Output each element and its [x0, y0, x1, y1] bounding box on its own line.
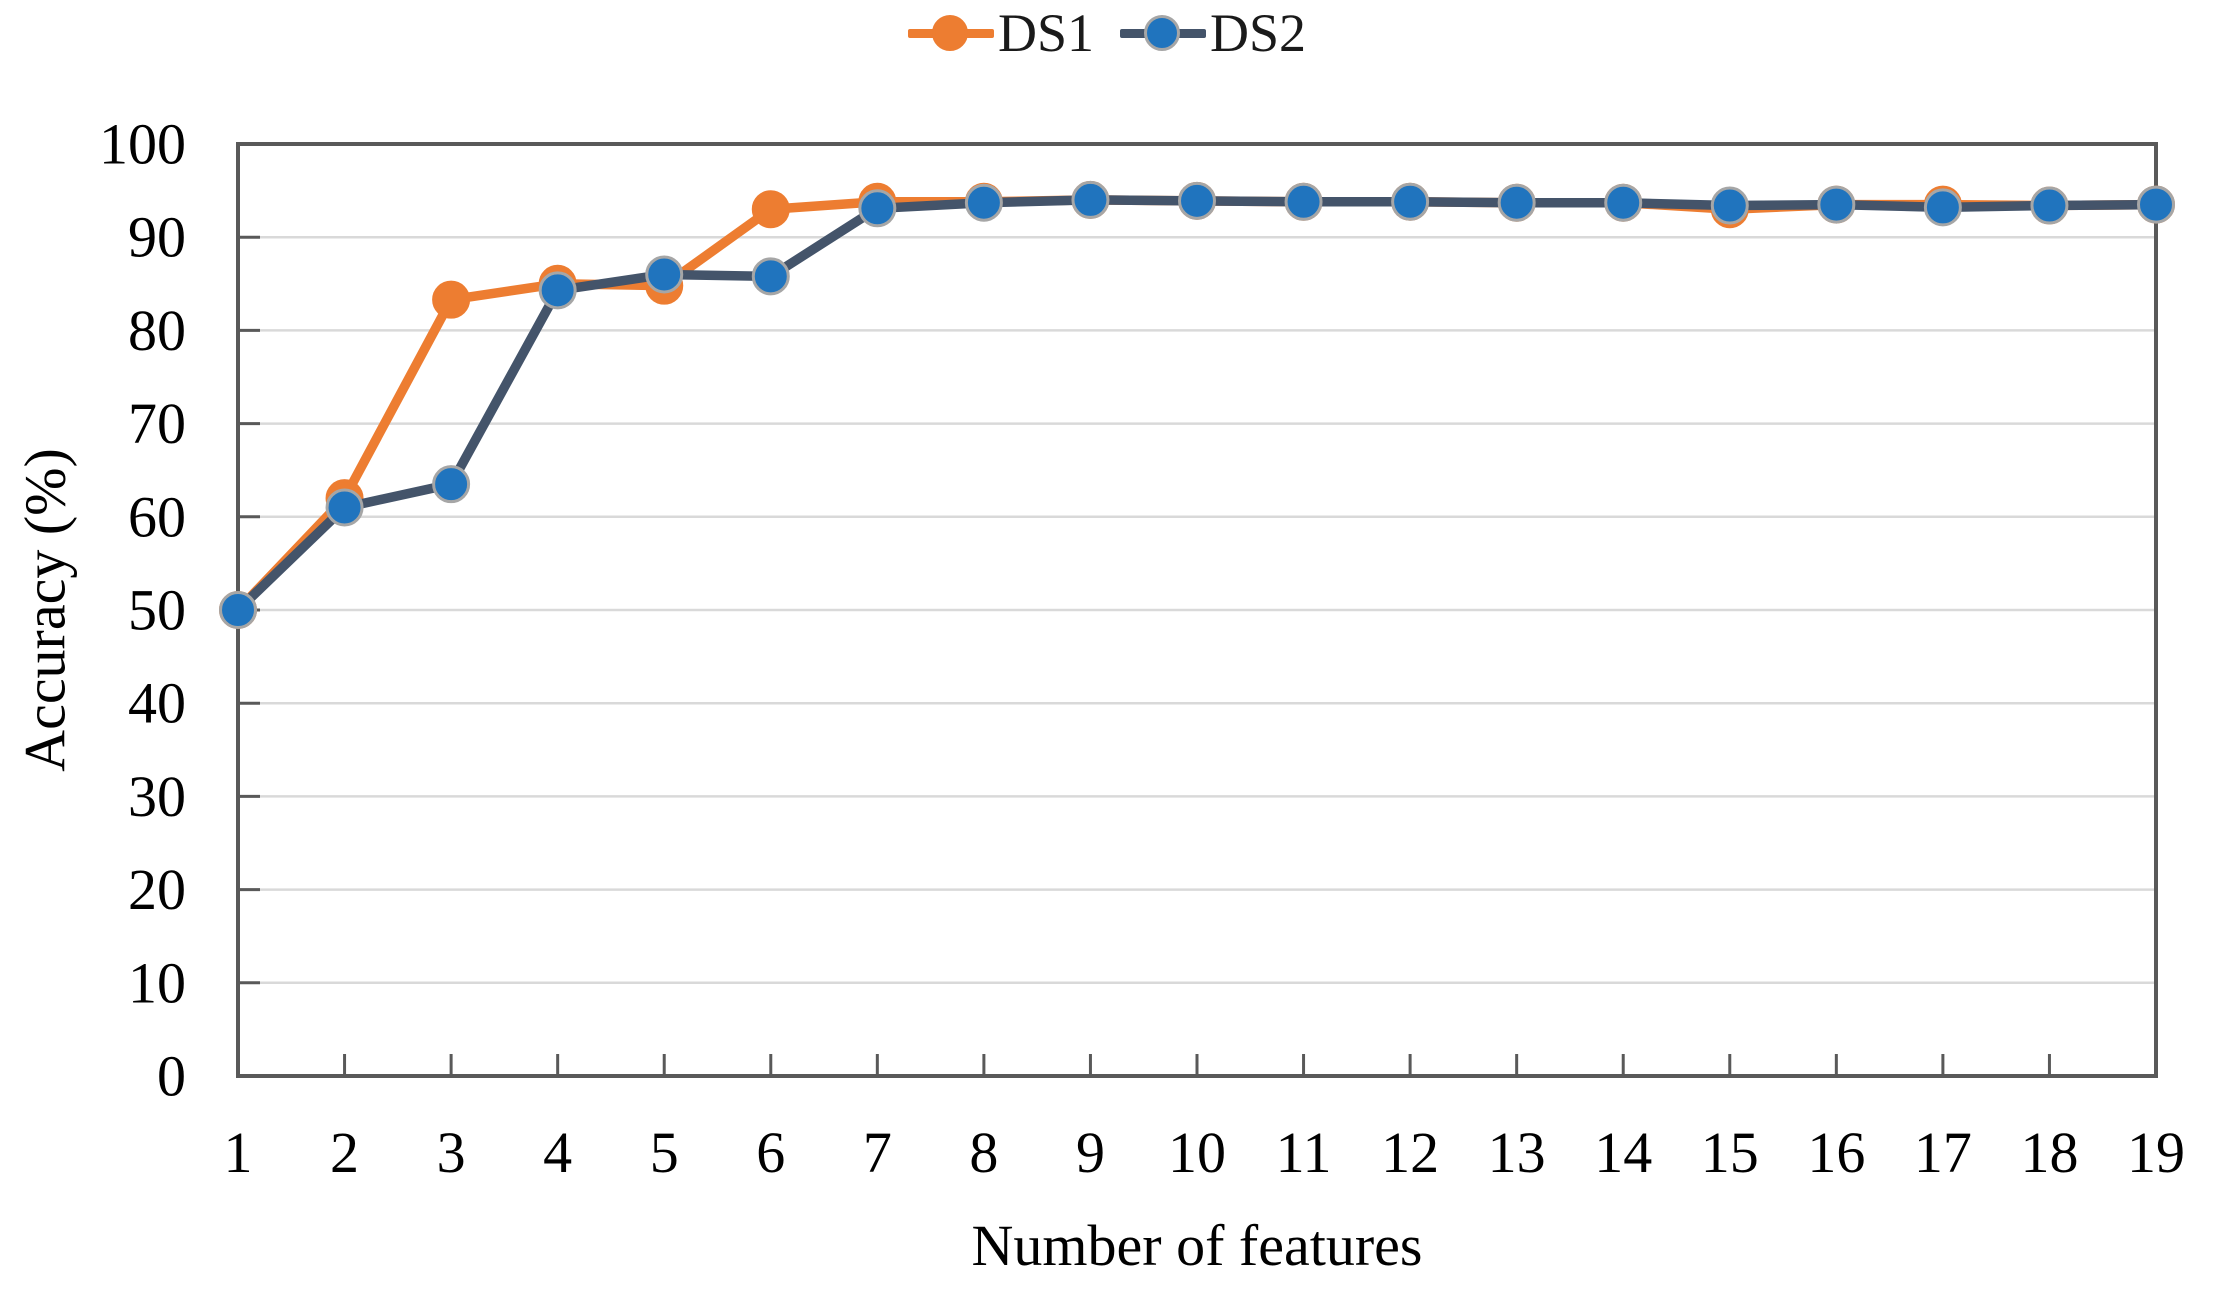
series-DS2-marker-8: [964, 183, 1003, 222]
y-tick-label-40: 40: [128, 671, 186, 736]
series-DS1-marker-3: [432, 280, 471, 319]
x-tick-label-2: 2: [330, 1120, 359, 1185]
x-tick-label-14: 14: [1594, 1120, 1652, 1185]
series-DS2-marker-19: [2137, 185, 2175, 224]
x-tick-label-10: 10: [1168, 1120, 1226, 1185]
x-tick-label-13: 13: [1488, 1120, 1546, 1185]
series-DS2-marker-5: [645, 255, 684, 294]
y-tick-label-100: 100: [99, 112, 186, 177]
series-DS2-marker-2: [325, 488, 364, 527]
y-tick-label-30: 30: [128, 764, 186, 829]
series-DS2-marker-12: [1391, 182, 1430, 221]
series-DS2-marker-3: [432, 465, 471, 504]
ds2-legend-dot-icon: [1144, 15, 1180, 51]
x-tick-label-11: 11: [1276, 1120, 1332, 1185]
x-tick-label-3: 3: [437, 1120, 466, 1185]
y-tick-label-20: 20: [128, 857, 186, 922]
x-tick-label-12: 12: [1381, 1120, 1439, 1185]
series-DS2-marker-17: [1923, 188, 1962, 227]
series-DS2-marker-16: [1817, 185, 1856, 224]
x-tick-label-16: 16: [1807, 1120, 1865, 1185]
legend-item-ds1: DS1: [907, 3, 1094, 63]
x-tick-label-7: 7: [863, 1120, 892, 1185]
x-tick-label-17: 17: [1914, 1120, 1972, 1185]
y-tick-label-60: 60: [128, 484, 186, 549]
series-DS2-marker-4: [538, 271, 577, 310]
ds2-line-marker-icon: [1120, 13, 1206, 53]
x-tick-label-5: 5: [650, 1120, 679, 1185]
x-tick-label-8: 8: [969, 1120, 998, 1185]
y-tick-label-10: 10: [128, 950, 186, 1015]
ds1-line-marker-icon: [907, 13, 994, 53]
x-axis-title: Number of features: [971, 1213, 1423, 1278]
x-tick-label-1: 1: [224, 1120, 253, 1185]
y-tick-label-0: 0: [157, 1044, 186, 1109]
chart-legend: DS1 DS2: [0, 6, 2214, 60]
series-DS1-marker-6: [751, 190, 790, 229]
series-DS2-marker-14: [1604, 183, 1643, 222]
legend-item-ds2: DS2: [1120, 6, 1306, 60]
x-tick-label-6: 6: [756, 1120, 785, 1185]
y-tick-label-50: 50: [128, 578, 186, 643]
legend-label-ds2: DS2: [1210, 3, 1307, 63]
x-tick-label-15: 15: [1701, 1120, 1759, 1185]
series-DS2-marker-7: [858, 189, 897, 228]
series-DS2-marker-13: [1497, 183, 1536, 222]
series-DS2-marker-18: [2030, 186, 2069, 225]
series-DS1-line: [233, 195, 2161, 615]
y-tick-label-80: 80: [128, 298, 186, 363]
series-DS2-line: [233, 195, 2161, 615]
series-DS2-marker-1: [219, 591, 257, 629]
series-DS2-marker-11: [1284, 182, 1323, 221]
series-DS2-marker-9: [1071, 180, 1110, 219]
x-tick-label-4: 4: [543, 1120, 572, 1185]
x-tick-label-9: 9: [1076, 1120, 1105, 1185]
series-DS2-marker-6: [751, 257, 790, 296]
y-tick-label-90: 90: [128, 205, 186, 270]
series-DS2-marker-15: [1710, 186, 1749, 225]
y-tick-label-70: 70: [128, 391, 186, 456]
x-tick-label-19: 19: [2127, 1120, 2185, 1185]
series-DS2-marker-10: [1178, 181, 1216, 220]
ds1-legend-dot-icon: [931, 15, 968, 51]
legend-label-ds1: DS1: [997, 3, 1094, 63]
x-tick-label-18: 18: [2020, 1120, 2078, 1185]
